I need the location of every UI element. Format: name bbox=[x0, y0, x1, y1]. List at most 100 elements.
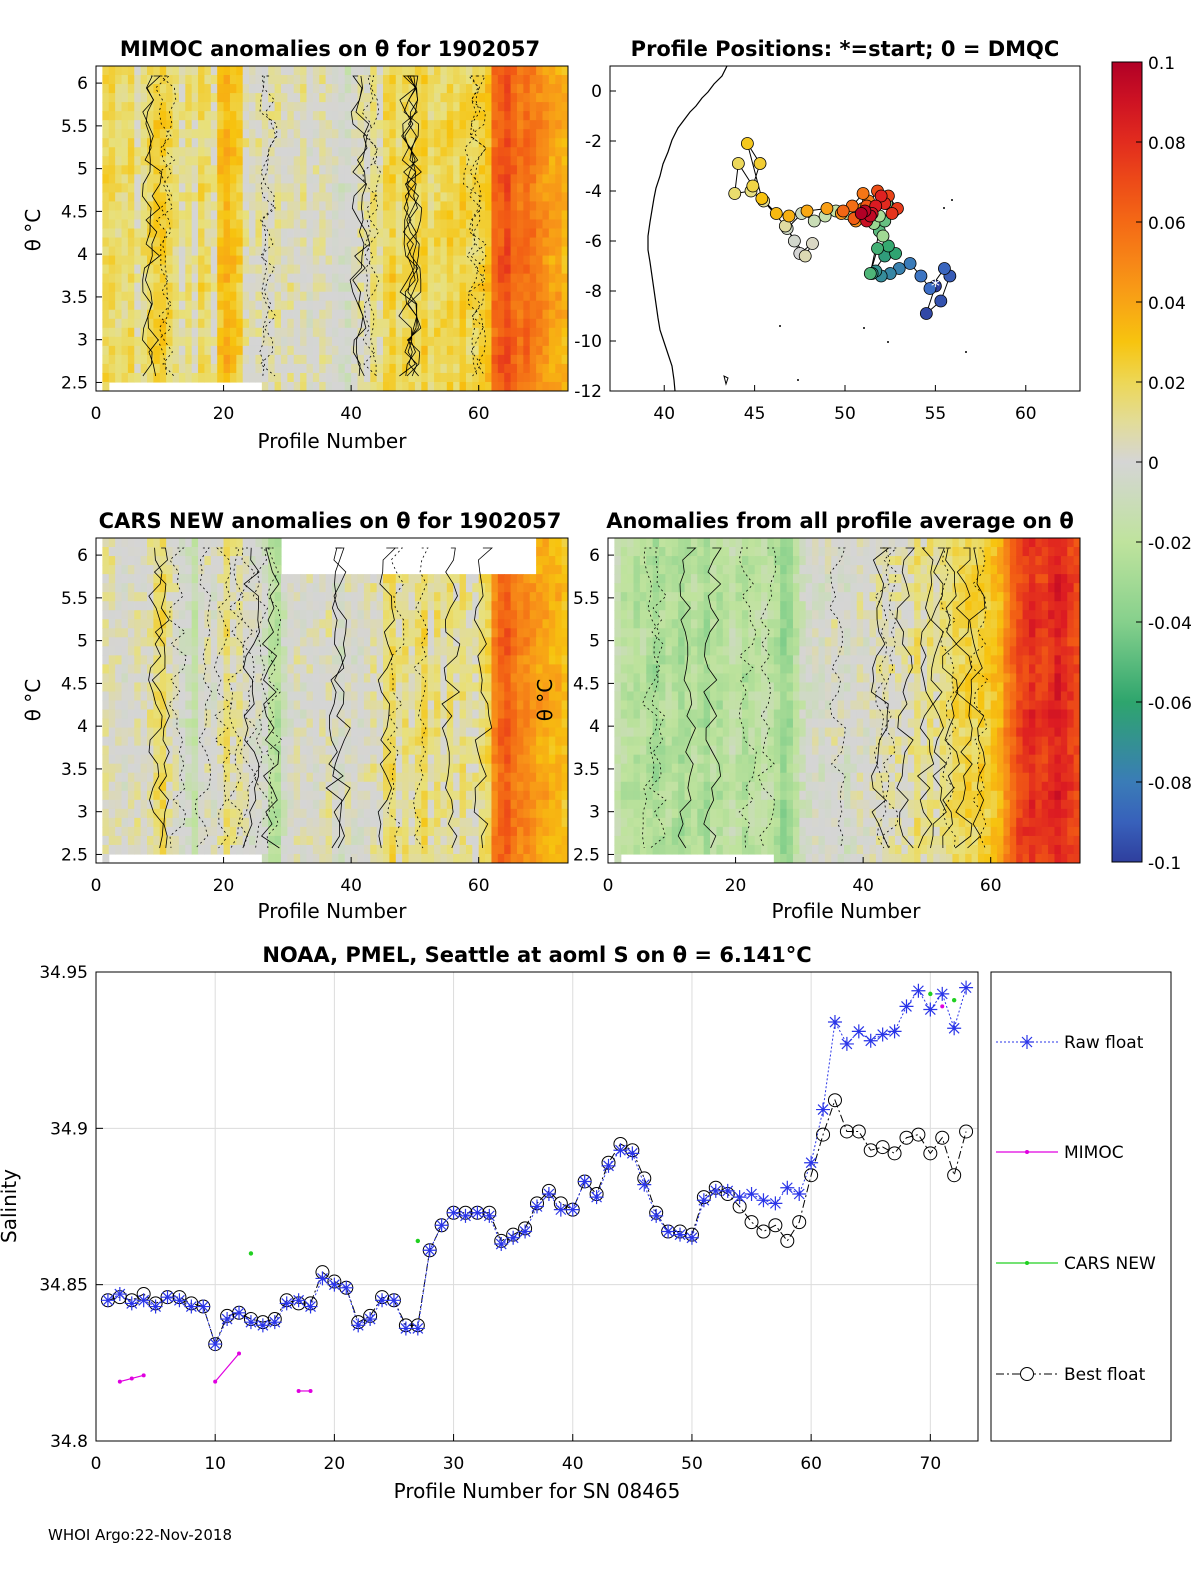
heatmap-cell bbox=[121, 183, 129, 193]
heatmap-cell bbox=[555, 66, 563, 76]
heatmap-cell bbox=[523, 601, 531, 611]
heatmap-cell bbox=[255, 363, 263, 374]
heatmap-cell bbox=[312, 601, 320, 611]
heatmap-cell bbox=[293, 120, 301, 130]
heatmap-cell bbox=[402, 75, 410, 85]
heatmap-cell bbox=[453, 183, 461, 193]
heatmap-cell bbox=[389, 300, 397, 311]
heatmap-cell bbox=[383, 75, 391, 85]
heatmap-cell bbox=[102, 336, 110, 347]
heatmap-cell bbox=[210, 111, 218, 121]
heatmap-cell bbox=[338, 192, 346, 203]
heatmap-cell bbox=[465, 709, 473, 720]
heatmap-cell bbox=[172, 84, 180, 94]
heatmap-cell bbox=[434, 102, 442, 112]
heatmap-cell bbox=[427, 282, 435, 293]
heatmap-cell bbox=[185, 300, 193, 311]
heatmap-cell bbox=[242, 93, 250, 103]
heatmap-cell bbox=[280, 66, 288, 76]
heatmap-cell bbox=[542, 156, 550, 166]
heatmap-cell bbox=[287, 601, 295, 611]
heatmap-cell bbox=[255, 264, 263, 275]
heatmap-cell bbox=[440, 736, 448, 747]
heatmap-cell bbox=[287, 309, 295, 320]
heatmap-cell bbox=[383, 682, 391, 693]
heatmap-cell bbox=[351, 664, 359, 675]
heatmap-cell bbox=[312, 835, 320, 846]
heatmap-cell bbox=[434, 790, 442, 801]
heatmap-cell bbox=[446, 700, 454, 711]
heatmap-cell bbox=[268, 583, 276, 593]
heatmap-cell bbox=[325, 354, 333, 365]
heatmap-cell bbox=[421, 790, 429, 801]
heatmap-cell bbox=[140, 673, 148, 684]
heatmap-cell bbox=[166, 772, 174, 783]
heatmap-cell bbox=[363, 183, 371, 193]
heatmap-cell bbox=[427, 210, 435, 221]
heatmap-cell bbox=[402, 592, 410, 602]
heatmap-cell bbox=[478, 655, 486, 665]
heatmap-cell bbox=[338, 309, 346, 320]
heatmap-cell bbox=[370, 327, 378, 338]
heatmap-cell bbox=[274, 75, 282, 85]
heatmap-cell bbox=[395, 745, 403, 756]
heatmap-cell bbox=[516, 673, 524, 684]
heatmap-cell bbox=[312, 318, 320, 329]
heatmap-cell bbox=[427, 628, 435, 638]
heatmap-cell bbox=[172, 372, 180, 383]
heatmap-cell bbox=[504, 817, 512, 828]
heatmap-cell bbox=[249, 165, 257, 175]
heatmap-cell bbox=[370, 174, 378, 184]
heatmap-cell bbox=[491, 835, 499, 846]
heatmap-cell bbox=[344, 336, 352, 347]
heatmap-cell bbox=[453, 628, 461, 638]
heatmap-cell bbox=[510, 700, 518, 711]
heatmap-cell bbox=[255, 237, 263, 248]
heatmap-cell bbox=[293, 210, 301, 221]
heatmap-cell bbox=[166, 709, 174, 720]
heatmap-cell bbox=[370, 246, 378, 257]
heatmap-cell bbox=[140, 156, 148, 166]
heatmap-cell bbox=[504, 75, 512, 85]
heatmap-cell bbox=[223, 808, 231, 819]
heatmap-cell bbox=[204, 138, 212, 148]
heatmap-cell bbox=[147, 246, 155, 257]
heatmap-cell bbox=[102, 718, 110, 729]
heatmap-cell bbox=[332, 637, 339, 647]
heatmap-cell bbox=[542, 201, 550, 212]
heatmap-cell bbox=[121, 763, 129, 774]
heatmap-cell bbox=[172, 111, 180, 121]
heatmap-cell bbox=[204, 66, 212, 76]
heatmap-cell bbox=[127, 709, 135, 720]
heatmap-cell bbox=[287, 628, 295, 638]
heatmap-cell bbox=[325, 763, 333, 774]
heatmap-cell bbox=[434, 808, 442, 819]
profile-position-marker bbox=[876, 229, 890, 243]
heatmap-cell bbox=[389, 619, 397, 629]
heatmap-cell bbox=[478, 327, 486, 338]
heatmap-cell bbox=[421, 354, 429, 365]
heatmap-cell bbox=[497, 745, 505, 756]
heatmap-cell bbox=[357, 381, 365, 391]
heatmap-cell bbox=[555, 327, 563, 338]
heatmap-cell bbox=[172, 727, 180, 738]
heatmap-cell bbox=[147, 547, 155, 557]
heatmap-cell bbox=[542, 372, 550, 383]
heatmap-cell bbox=[516, 210, 524, 221]
heatmap-cell bbox=[446, 718, 454, 729]
heatmap-cell bbox=[115, 790, 123, 801]
heatmap-cell bbox=[453, 327, 461, 338]
heatmap-cell bbox=[427, 610, 435, 620]
heatmap-cell bbox=[363, 219, 371, 230]
heatmap-cell bbox=[280, 574, 288, 584]
heatmap-cell bbox=[280, 147, 288, 157]
heatmap-cell bbox=[338, 291, 346, 302]
heatmap-cell bbox=[529, 354, 537, 365]
heatmap-cell bbox=[210, 318, 218, 329]
heatmap-cell bbox=[561, 102, 568, 112]
heatmap-cell bbox=[332, 183, 339, 193]
heatmap-cell bbox=[427, 808, 435, 819]
heatmap-cell bbox=[555, 93, 563, 103]
heatmap-cell bbox=[408, 372, 416, 383]
heatmap-cell bbox=[293, 174, 301, 184]
